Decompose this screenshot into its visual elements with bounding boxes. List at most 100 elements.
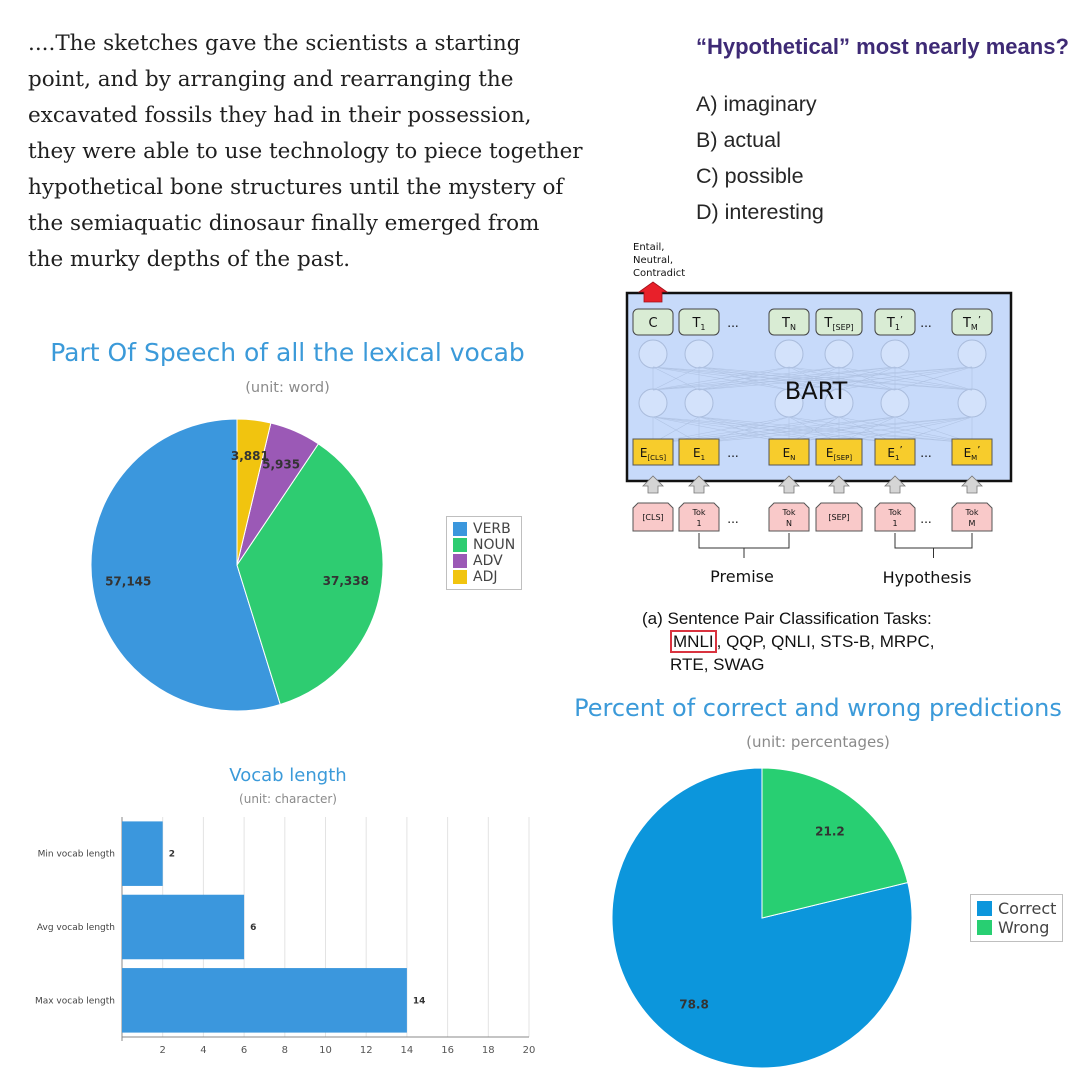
output-token-label: T1’: [886, 315, 903, 332]
input-token-label: Tok: [691, 508, 705, 517]
hypothesis-bracket: [894, 533, 973, 549]
prediction-pie-chart: 78.8 21.2: [611, 767, 913, 1069]
answer-choice: A) imaginary: [696, 92, 817, 116]
input-token: [678, 502, 720, 532]
attention-line: [838, 366, 973, 391]
input-token-label: 1: [696, 519, 701, 528]
input-token: [632, 502, 674, 532]
attention-line: [652, 416, 790, 444]
bar-category-label: Max vocab length: [35, 996, 115, 1006]
x-tick-label: 18: [482, 1045, 495, 1056]
passage-line: they were able to use technology to piec…: [28, 139, 583, 164]
output-arrow-icon: [637, 281, 669, 303]
input-arrow-icon: [778, 475, 800, 494]
hidden-node: [957, 388, 987, 418]
pie-slice-adj: [236, 418, 272, 566]
pred-chart-title: Percent of correct and wrong predictions: [574, 694, 1062, 722]
input-token-label: Tok: [887, 508, 901, 517]
ellipsis: ...: [727, 316, 738, 330]
ellipsis: ...: [920, 316, 931, 330]
caption-prefix: (a) Sentence Pair Classification Tasks:: [642, 609, 932, 628]
attention-line: [652, 366, 790, 391]
attention-line: [698, 416, 973, 444]
hidden-node: [880, 339, 910, 369]
answer-choice: C) possible: [696, 164, 804, 188]
answer-choice: B) actual: [696, 128, 781, 152]
pie-value-label: 5,935: [262, 457, 300, 471]
attention-line: [894, 366, 973, 391]
hidden-node: [957, 339, 987, 369]
passage-line: the murky depths of the past.: [28, 247, 351, 272]
input-token-label: Tok: [964, 508, 978, 517]
embedding-token: [632, 438, 674, 466]
input-token-label: [SEP]: [828, 513, 849, 522]
attention-line: [788, 366, 973, 391]
legend-label: ADJ: [473, 569, 498, 585]
bar-category-label: Min vocab length: [38, 850, 115, 860]
legend-item: ADV: [453, 553, 515, 569]
bar-avg-vocab-length: [122, 894, 245, 960]
input-arrow-icon: [828, 475, 850, 494]
attention-line: [652, 366, 700, 391]
legend-item: ADJ: [453, 569, 515, 585]
attention-line: [698, 366, 973, 391]
input-token-label: Tok: [781, 508, 795, 517]
embedding-token: [768, 438, 810, 466]
legend-swatch: [453, 570, 467, 584]
question-text: “Hypothetical” most nearly means?: [696, 34, 1069, 59]
input-token: [768, 502, 810, 532]
attention-line: [698, 366, 840, 391]
ellipsis: ...: [727, 446, 738, 460]
legend-item: NOUN: [453, 537, 515, 553]
model-name: BART: [785, 377, 848, 405]
pos-chart-subtitle: (unit: word): [245, 380, 330, 396]
embedding-token-label: E1: [693, 446, 705, 462]
attention-line: [652, 366, 840, 391]
x-tick-label: 16: [441, 1045, 454, 1056]
input-arrow-icon: [688, 475, 710, 494]
legend-swatch: [453, 538, 467, 552]
input-arrow-icon: [642, 475, 664, 494]
pos-chart-title: Part Of Speech of all the lexical vocab: [50, 338, 525, 367]
embedding-token-label: EN: [783, 446, 796, 462]
bar-value-label: 14: [413, 996, 426, 1006]
pie-value-label: 78.8: [679, 998, 709, 1012]
hidden-node: [684, 388, 714, 418]
legend-item: VERB: [453, 521, 515, 537]
bar-value-label: 6: [250, 923, 256, 933]
x-tick-label: 20: [523, 1045, 536, 1056]
x-tick-label: 8: [282, 1045, 288, 1056]
attention-line: [838, 366, 896, 391]
output-token-label: C: [648, 316, 657, 331]
bar-min-vocab-length: [122, 821, 163, 886]
input-token-label: M: [969, 519, 976, 528]
pie-value-label: 21.2: [815, 825, 845, 839]
output-token: [815, 308, 863, 336]
passage-line: ....The sketches gave the scientists a s…: [28, 31, 521, 56]
pos-chart-legend: VERB NOUN ADV ADJ: [446, 516, 523, 590]
hidden-node: [880, 388, 910, 418]
passage-line: point, and by arranging and rearranging …: [28, 67, 514, 92]
pie-value-label: 57,145: [105, 575, 151, 589]
pie-slice-verb: [90, 418, 281, 712]
input-arrow-icon: [961, 475, 983, 494]
output-token-label: TN: [781, 316, 796, 332]
answer-choice: D) interesting: [696, 200, 824, 224]
pred-chart-subtitle: (unit: percentages): [746, 733, 890, 751]
embedding-token: [678, 438, 720, 466]
output-token: [768, 308, 810, 336]
vocab-chart-title: Vocab length: [229, 765, 347, 786]
legend-label: Correct: [998, 899, 1057, 918]
attention-line: [698, 416, 896, 444]
pie-slice-noun: [236, 443, 384, 706]
legend-label: ADV: [473, 553, 503, 569]
bar-value-label: 2: [169, 850, 175, 860]
ellipsis: ...: [920, 512, 931, 526]
output-token: [951, 308, 993, 336]
reading-passage: ....The sketches gave the scientists a s…: [28, 26, 588, 278]
bart-caption: (a) Sentence Pair Classification Tasks: …: [642, 607, 935, 676]
embedding-token: [951, 438, 993, 466]
vocab-chart-subtitle: (unit: character): [239, 792, 337, 806]
output-token: [874, 308, 916, 336]
